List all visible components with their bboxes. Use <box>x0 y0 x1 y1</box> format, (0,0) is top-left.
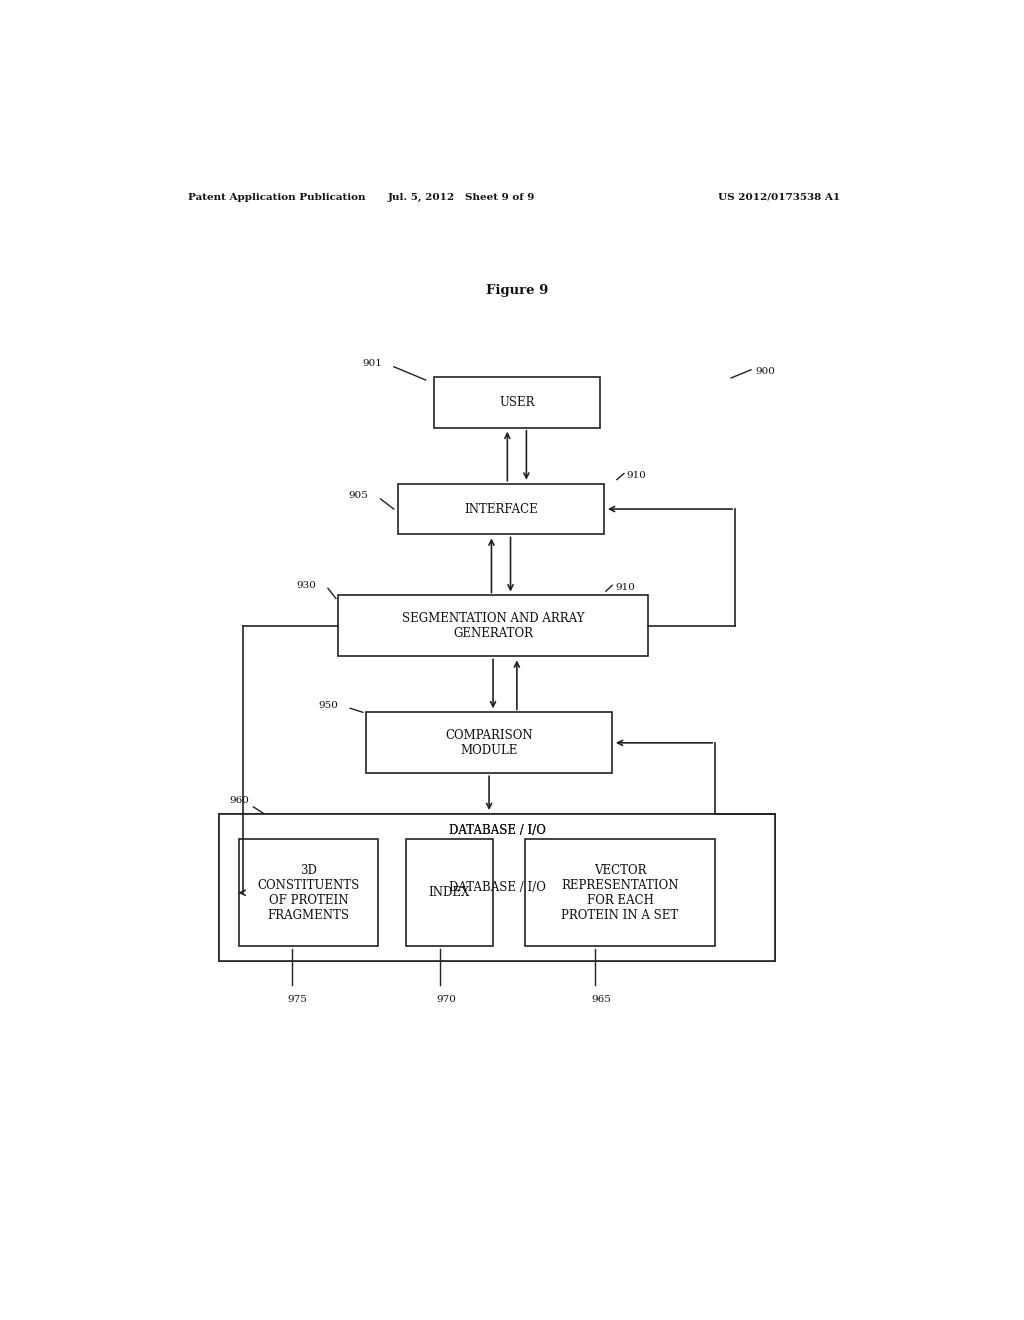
Text: 970: 970 <box>436 995 456 1005</box>
Text: 930: 930 <box>296 581 316 590</box>
Bar <box>397 483 604 535</box>
Text: DATABASE / I/O: DATABASE / I/O <box>449 824 546 837</box>
Bar <box>338 595 648 656</box>
Bar <box>367 713 612 774</box>
Bar <box>219 814 775 961</box>
Text: 910: 910 <box>615 583 635 591</box>
Text: 965: 965 <box>592 995 611 1005</box>
Bar <box>406 840 494 946</box>
Text: 950: 950 <box>318 701 338 710</box>
Text: INDEX: INDEX <box>429 886 470 899</box>
Text: INTERFACE: INTERFACE <box>464 503 538 516</box>
Text: Patent Application Publication: Patent Application Publication <box>187 193 365 202</box>
Text: US 2012/0173538 A1: US 2012/0173538 A1 <box>718 193 840 202</box>
Text: 901: 901 <box>362 359 382 368</box>
Text: DATABASE / I/O: DATABASE / I/O <box>449 882 546 894</box>
Text: 975: 975 <box>288 995 307 1005</box>
Text: 905: 905 <box>348 491 369 500</box>
Bar <box>433 378 600 428</box>
Text: USER: USER <box>499 396 535 409</box>
Bar <box>219 814 775 961</box>
Bar <box>524 840 715 946</box>
Text: SEGMENTATION AND ARRAY
GENERATOR: SEGMENTATION AND ARRAY GENERATOR <box>401 612 585 640</box>
Text: Jul. 5, 2012   Sheet 9 of 9: Jul. 5, 2012 Sheet 9 of 9 <box>388 193 535 202</box>
Text: 3D
CONSTITUENTS
OF PROTEIN
FRAGMENTS: 3D CONSTITUENTS OF PROTEIN FRAGMENTS <box>257 863 359 921</box>
Text: VECTOR
REPRESENTATION
FOR EACH
PROTEIN IN A SET: VECTOR REPRESENTATION FOR EACH PROTEIN I… <box>561 863 679 921</box>
Text: COMPARISON
MODULE: COMPARISON MODULE <box>445 729 532 756</box>
Bar <box>240 840 378 946</box>
Text: DATABASE / I/O: DATABASE / I/O <box>449 824 546 837</box>
Text: 960: 960 <box>229 796 250 805</box>
Text: Figure 9: Figure 9 <box>485 284 548 297</box>
Text: 900: 900 <box>755 367 775 376</box>
Text: 910: 910 <box>627 471 646 480</box>
